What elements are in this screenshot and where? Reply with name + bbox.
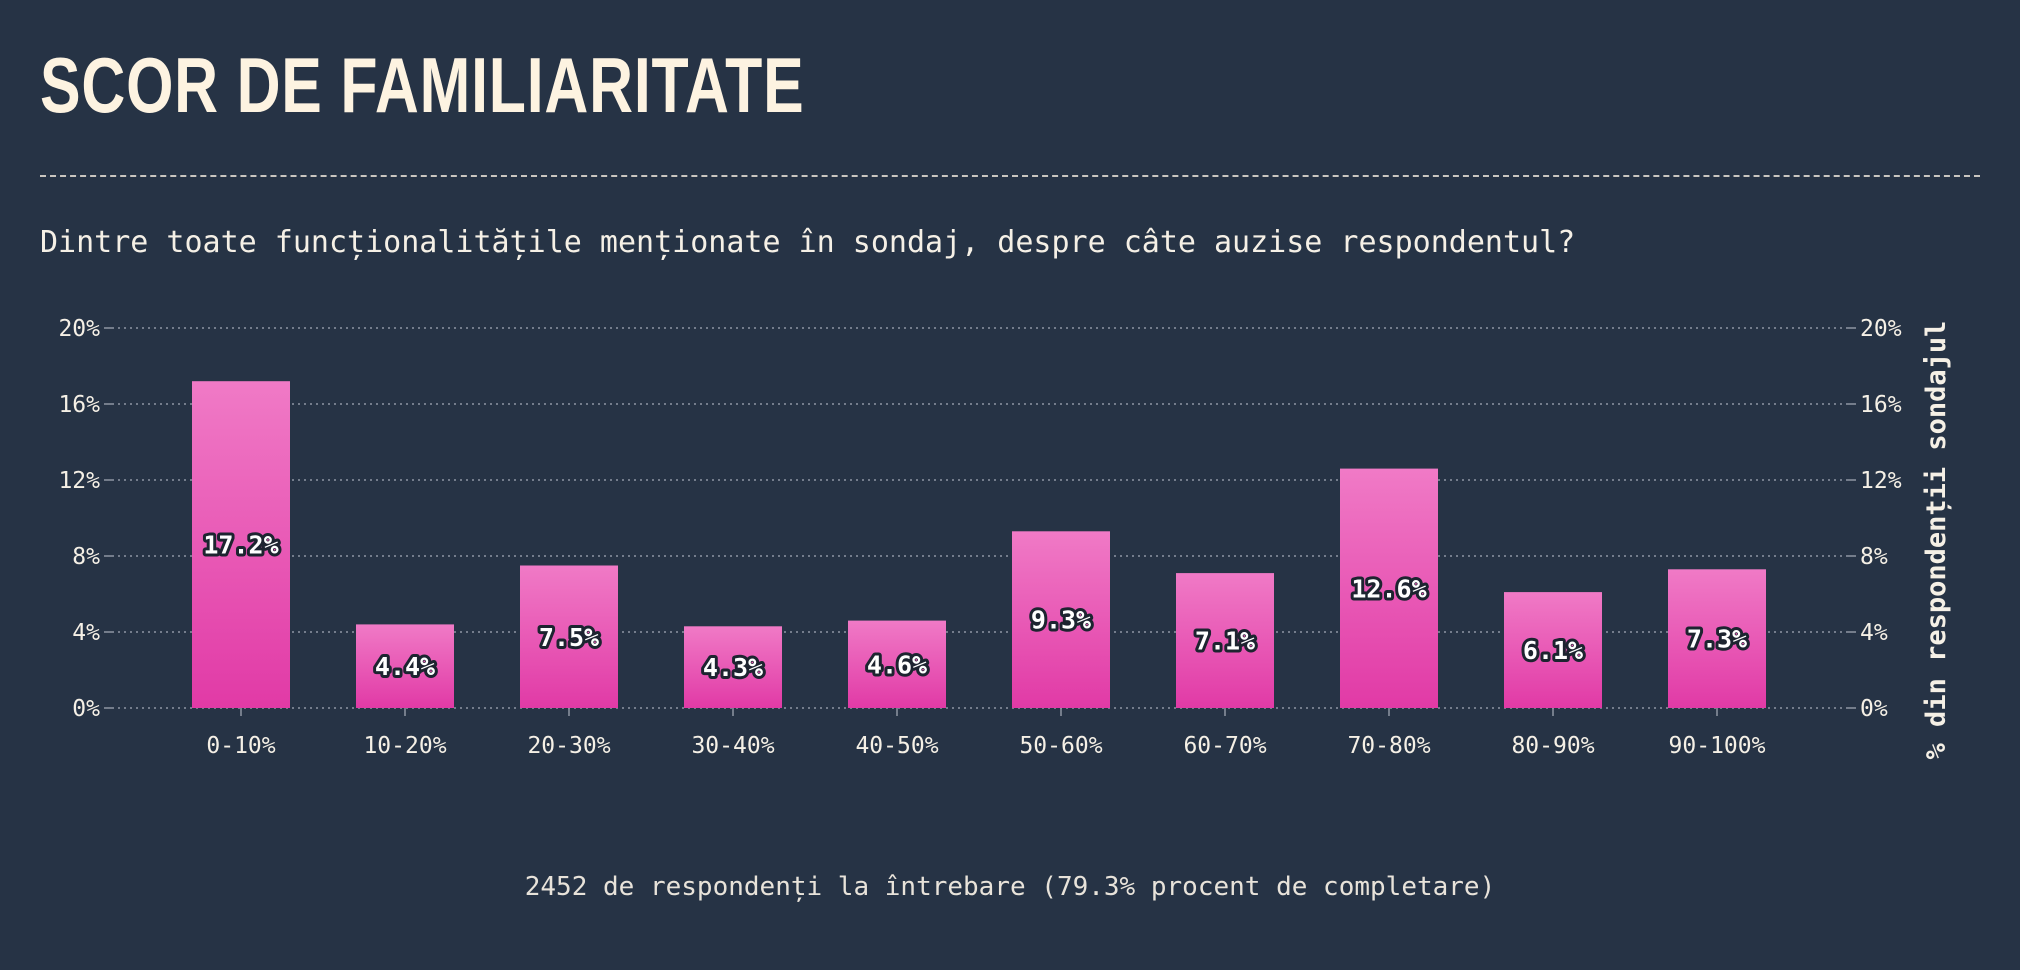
y-tick-label-left: 0%: [72, 696, 100, 722]
bar: [192, 381, 290, 708]
bar: [1504, 592, 1602, 708]
bar-value-label: 7.5%: [539, 623, 599, 652]
x-tick-label: 30-40%: [691, 733, 774, 759]
x-tick-label: 80-90%: [1511, 733, 1594, 759]
value-labels: 17.2% 4.4% 7.5% 4.3% 4.6% 9.3% 7.1% 12.6% 6.1% 7.…: [200, 528, 1750, 686]
bar-value-label: 9.3%: [1031, 606, 1091, 635]
bar: [1340, 468, 1438, 708]
x-tick-label: 0-10%: [206, 733, 275, 759]
y-tick-label-right: 0%: [1860, 696, 1888, 722]
y-tick-label-left: 4%: [72, 620, 100, 646]
y-tick-label-left: 20%: [58, 316, 100, 342]
x-tick-label: 10-20%: [363, 733, 446, 759]
bar-value-label: 7.1%: [1195, 627, 1255, 656]
bar-value-label: 6.1%: [1523, 636, 1583, 665]
y-tick-label-right: 12%: [1860, 468, 1902, 494]
y-tick-label-right: 4%: [1860, 620, 1888, 646]
bar: [520, 565, 618, 708]
x-tick-label: 60-70%: [1183, 733, 1266, 759]
y-tick-label-left: 16%: [58, 392, 100, 418]
bar-value-label: 4.4%: [375, 652, 435, 681]
bar: [356, 624, 454, 708]
x-tick-label: 70-80%: [1347, 733, 1430, 759]
x-tick-label: 90-100%: [1669, 733, 1766, 759]
title-divider: [40, 175, 1980, 177]
bar-value-label: 17.2%: [203, 531, 278, 560]
y-tick-label-left: 8%: [72, 544, 100, 570]
y-tick-label-right: 20%: [1860, 316, 1902, 342]
x-tick-label: 40-50%: [855, 733, 938, 759]
respondents-footer: 2452 de respondenți la întrebare (79.3% …: [524, 872, 1496, 902]
bars: [192, 381, 1766, 708]
y-tick-label-left: 12%: [58, 468, 100, 494]
bar-value-label: 4.6%: [867, 650, 927, 679]
bar: [684, 626, 782, 708]
bar: [1176, 573, 1274, 708]
chart-title: SCOR DE FAMILIARITATE: [40, 41, 805, 129]
x-tick-label: 20-30%: [527, 733, 610, 759]
y-axis-label: % din respondenții sondajul: [1921, 321, 1952, 760]
bar-value-label: 4.3%: [703, 653, 763, 682]
x-tick-label: 50-60%: [1019, 733, 1102, 759]
chart-subtitle: Dintre toate funcționalitățile menționat…: [40, 225, 1576, 260]
axes: 0% 0% 4% 4% 8% 8% 12% 12% 16% 16% 20% 20% 0-10% 10-20…: [58, 316, 1952, 759]
bar: [1012, 531, 1110, 708]
bar: [1668, 569, 1766, 708]
y-tick-label-right: 16%: [1860, 392, 1902, 418]
bar: [848, 620, 946, 708]
y-tick-label-right: 8%: [1860, 544, 1888, 570]
bar-value-label: 12.6%: [1351, 574, 1426, 603]
bar-value-label: 7.3%: [1687, 625, 1747, 654]
